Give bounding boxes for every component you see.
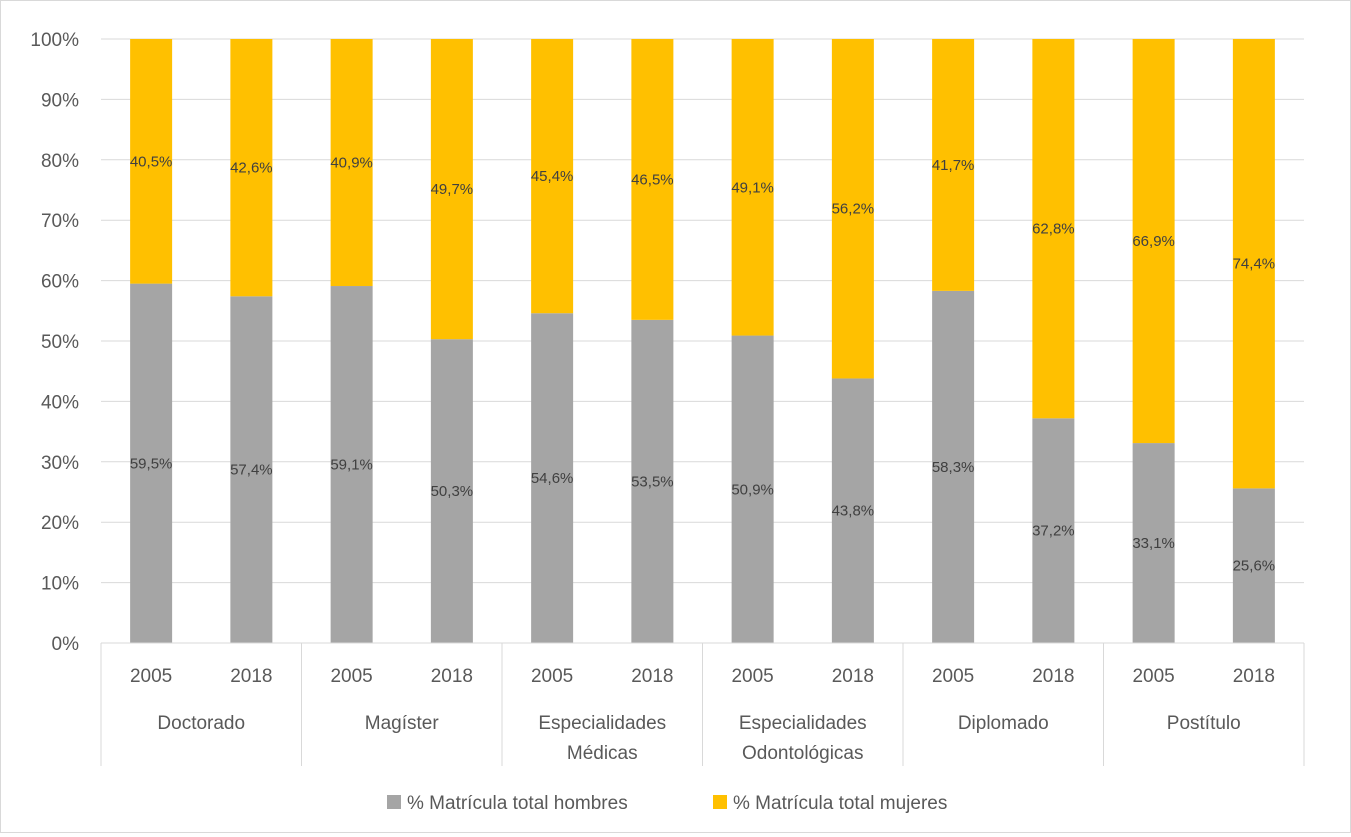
bar-mujeres (1132, 39, 1175, 444)
data-label-mujeres: 46,5% (631, 171, 674, 188)
y-tick-label: 80% (41, 151, 79, 172)
bar-hombres (230, 296, 273, 643)
data-label-mujeres: 45,4% (531, 168, 574, 185)
bar-hombres (1032, 418, 1075, 643)
y-tick-label: 30% (41, 453, 79, 474)
data-label-mujeres: 62,8% (1032, 221, 1075, 238)
x-group-label: Postítulo (1167, 713, 1241, 734)
data-label-hombres: 57,4% (230, 462, 273, 479)
data-label-hombres: 50,9% (731, 481, 774, 498)
data-label-hombres: 53,5% (631, 473, 674, 490)
x-group-label: Odontológicas (742, 743, 863, 764)
legend-label: % Matrícula total mujeres (733, 793, 947, 814)
bar-hombres (631, 319, 674, 643)
y-tick-label: 50% (41, 332, 79, 353)
data-label-hombres: 43,8% (832, 503, 875, 520)
x-group-label: Médicas (567, 743, 638, 764)
data-label-mujeres: 42,6% (230, 160, 273, 177)
x-tick-year: 2005 (1132, 666, 1174, 687)
legend-label: % Matrícula total hombres (407, 793, 628, 814)
x-group-label: Especialidades (739, 713, 867, 734)
bar-hombres (831, 378, 874, 643)
x-tick-year: 2018 (1032, 666, 1074, 687)
x-tick-year: 2018 (1233, 666, 1275, 687)
bar-hombres (731, 335, 774, 643)
y-tick-label: 60% (41, 272, 79, 293)
data-label-hombres: 33,1% (1132, 535, 1175, 552)
data-label-mujeres: 49,1% (731, 179, 774, 196)
bar-mujeres (531, 39, 574, 314)
x-tick-year: 2005 (330, 666, 372, 687)
bar-mujeres (1232, 39, 1275, 489)
data-label-mujeres: 74,4% (1233, 256, 1276, 273)
y-tick-label: 20% (41, 513, 79, 534)
bar-hombres (430, 339, 473, 643)
data-label-hombres: 50,3% (431, 483, 474, 500)
x-tick-year: 2005 (932, 666, 974, 687)
y-tick-label: 100% (30, 30, 79, 51)
bar-hombres (1232, 488, 1275, 643)
bar-mujeres (731, 39, 774, 336)
x-group-label: Magíster (365, 713, 440, 734)
data-label-hombres: 58,3% (932, 459, 975, 476)
x-tick-year: 2005 (130, 666, 172, 687)
data-label-mujeres: 41,7% (932, 157, 975, 174)
data-label-mujeres: 40,9% (330, 155, 373, 172)
data-label-hombres: 25,6% (1233, 558, 1276, 575)
bar-mujeres (330, 39, 373, 287)
data-label-mujeres: 49,7% (431, 181, 474, 198)
data-label-mujeres: 56,2% (832, 201, 875, 218)
x-tick-year: 2005 (531, 666, 573, 687)
bar-hombres (932, 290, 975, 643)
bar-mujeres (430, 39, 473, 340)
x-tick-year: 2018 (431, 666, 473, 687)
y-tick-label: 10% (41, 574, 79, 595)
legend-swatch (713, 795, 727, 809)
x-tick-year: 2018 (631, 666, 673, 687)
legend-swatch (387, 795, 401, 809)
x-tick-year: 2005 (731, 666, 773, 687)
y-tick-label: 70% (41, 211, 79, 232)
bar-mujeres (230, 39, 273, 297)
x-group-label: Especialidades (538, 713, 666, 734)
data-label-hombres: 54,6% (531, 470, 574, 487)
y-tick-label: 90% (41, 90, 79, 111)
data-label-mujeres: 40,5% (130, 153, 173, 170)
x-group-label: Doctorado (157, 713, 245, 734)
bar-mujeres (130, 39, 173, 284)
bar-mujeres (1032, 39, 1075, 419)
x-tick-year: 2018 (230, 666, 272, 687)
bar-mujeres (631, 39, 674, 320)
bars (130, 39, 1275, 643)
bar-mujeres (831, 39, 874, 379)
y-tick-label: 40% (41, 392, 79, 413)
x-tick-year: 2018 (832, 666, 874, 687)
data-label-hombres: 59,1% (330, 457, 373, 474)
bar-hombres (130, 283, 173, 643)
bar-hombres (330, 286, 373, 643)
bar-hombres (1132, 443, 1175, 643)
x-group-label: Diplomado (958, 713, 1049, 734)
data-labels: 59,5% 40,5% 57,4% 42,6% 59,1% 40,9% 50,3% 49,7%… (130, 153, 1275, 574)
y-tick-label: 0% (52, 634, 80, 655)
y-axis-tick-labels: 0% 10% 20% 30% 40% 50% 60% 70% 80% 90% 100% (30, 30, 79, 655)
gridlines (101, 38, 1304, 644)
bar-hombres (531, 313, 574, 643)
data-label-hombres: 37,2% (1032, 523, 1075, 540)
x-axis: 2005 2018 Doctorado 2005 2018 Magíster 2005 201… (100, 642, 1305, 766)
data-label-hombres: 59,5% (130, 455, 173, 472)
legend: % Matrícula total hombres % Matrícula tot… (387, 793, 947, 814)
bar-mujeres (932, 39, 975, 291)
data-label-mujeres: 66,9% (1132, 233, 1175, 250)
